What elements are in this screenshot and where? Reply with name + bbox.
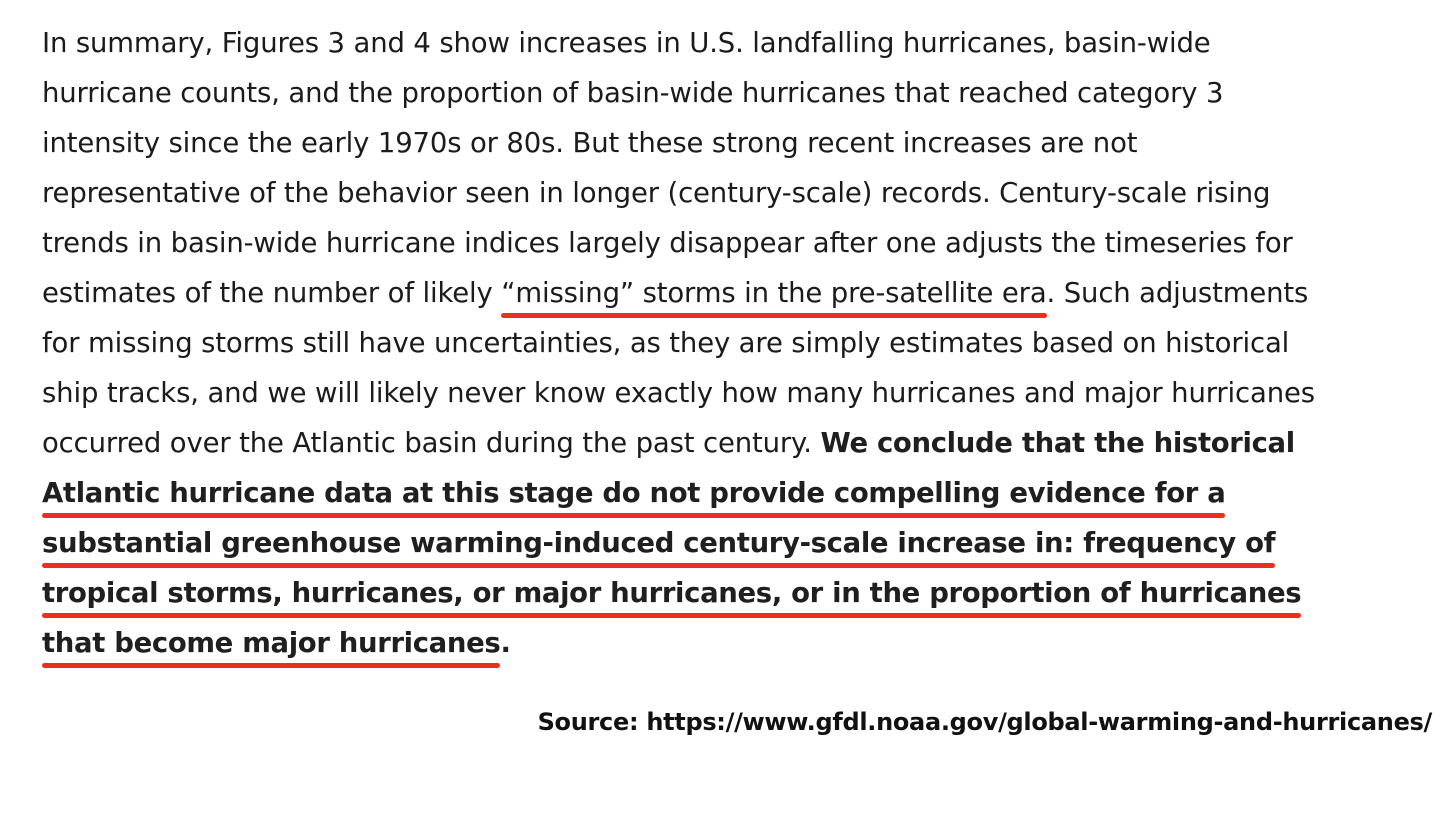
text-segment: hurricane counts, and the proportion of … — [42, 77, 1224, 109]
underlined-conclusion-text: Atlantic hurricane data at this stage do… — [42, 468, 1226, 518]
text-line: Atlantic hurricane data at this stage do… — [42, 468, 1442, 518]
article-excerpt: In summary, Figures 3 and 4 show increas… — [42, 18, 1442, 668]
underlined-conclusion-text: that become major hurricanes — [42, 618, 501, 668]
text-line: In summary, Figures 3 and 4 show increas… — [42, 18, 1442, 68]
text-segment: . — [500, 627, 511, 659]
underlined-phrase-missing-storms: “missing” storms in the pre-satellite er… — [501, 268, 1047, 318]
text-segment: occurred over the Atlantic basin during … — [42, 427, 821, 459]
text-line: that become major hurricanes. — [42, 618, 1442, 668]
underlined-conclusion-text: tropical storms, hurricanes, or major hu… — [42, 568, 1302, 618]
text-line: occurred over the Atlantic basin during … — [42, 418, 1442, 468]
text-line: substantial greenhouse warming-induced c… — [42, 518, 1442, 568]
text-segment: representative of the behavior seen in l… — [42, 177, 1271, 209]
text-line: trends in basin-wide hurricane indices l… — [42, 218, 1442, 268]
text-line: representative of the behavior seen in l… — [42, 168, 1442, 218]
source-citation: Source: https://www.gfdl.noaa.gov/global… — [537, 708, 1433, 736]
text-segment: In summary, Figures 3 and 4 show increas… — [42, 27, 1211, 59]
text-segment: intensity since the early 1970s or 80s. … — [42, 127, 1138, 159]
text-line: tropical storms, hurricanes, or major hu… — [42, 568, 1442, 618]
text-line: ship tracks, and we will likely never kn… — [42, 368, 1442, 418]
underlined-conclusion-text: substantial greenhouse warming-induced c… — [42, 518, 1276, 568]
text-segment: . Such adjustments — [1046, 277, 1309, 309]
text-line: hurricane counts, and the proportion of … — [42, 68, 1442, 118]
text-segment: ship tracks, and we will likely never kn… — [42, 377, 1315, 409]
conclusion-text: We conclude that the historical — [820, 427, 1295, 459]
text-line: for missing storms still have uncertaint… — [42, 318, 1442, 368]
text-line: intensity since the early 1970s or 80s. … — [42, 118, 1442, 168]
text-segment: trends in basin-wide hurricane indices l… — [42, 227, 1293, 259]
text-segment: for missing storms still have uncertaint… — [42, 327, 1290, 359]
text-line: estimates of the number of likely “missi… — [42, 268, 1442, 318]
text-segment: estimates of the number of likely — [42, 277, 502, 309]
